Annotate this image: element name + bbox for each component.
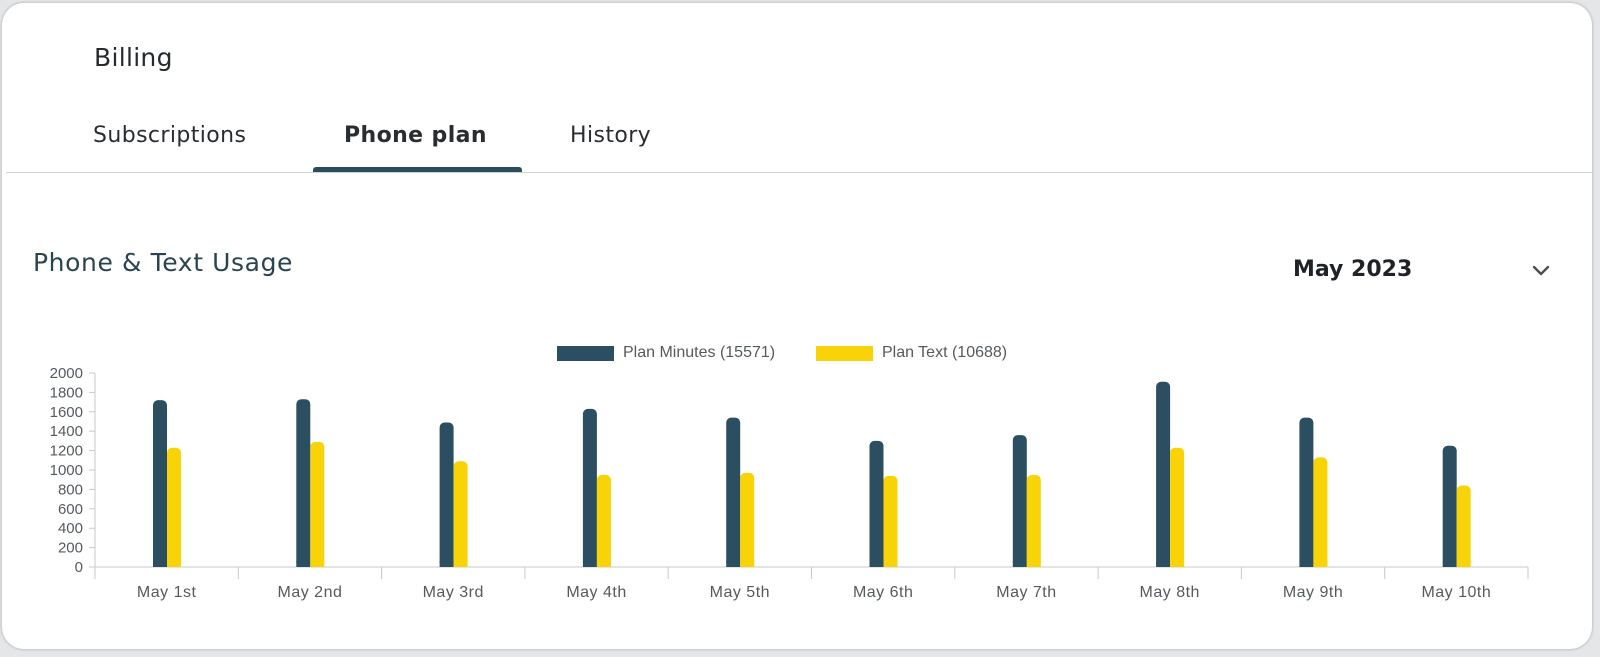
page-title: Billing [94, 43, 173, 72]
tab-bar: Subscriptions Phone plan History [2, 111, 1592, 173]
bar-plan-minutes-base [582, 561, 597, 567]
usage-section-title: Phone & Text Usage [33, 248, 294, 277]
bar-plan-text-base [740, 561, 755, 567]
bar-plan-text-base [1026, 561, 1041, 567]
y-tick-label: 0 [75, 559, 83, 576]
x-tick-label: May 7th [996, 584, 1056, 601]
bar-plan-text-base [596, 561, 611, 567]
bar-plan-minutes [1012, 435, 1027, 567]
bar-plan-text [596, 474, 611, 567]
active-tab-indicator [313, 167, 522, 172]
usage-bar-chart: 0 200 400 600 800 1000 1200 1400 1600 1800 2000 May… [50, 365, 1529, 601]
bar-plan-minutes-base [726, 561, 741, 567]
x-tick-label: May 5th [710, 584, 770, 601]
bar-plan-text-base [1313, 561, 1328, 567]
bar-plan-text-base [453, 561, 468, 567]
month-select-value: May 2023 [1293, 257, 1413, 282]
bar-plan-minutes [582, 408, 597, 567]
y-tick-label: 400 [58, 520, 83, 537]
bar-plan-minutes [869, 440, 884, 567]
y-tick-label: 1000 [50, 462, 83, 479]
bar-plan-minutes-base [1299, 561, 1314, 567]
bar-plan-minutes-base [1012, 561, 1027, 567]
tab-history[interactable]: History [570, 123, 652, 148]
legend-label-text: Plan Text (10688) [882, 344, 1008, 361]
bar-plan-minutes [726, 417, 741, 567]
bar-plan-text [1456, 485, 1471, 567]
x-tick-label: May 6th [853, 584, 913, 601]
x-tick-label: May 2nd [278, 584, 343, 601]
bar-plan-text [453, 461, 468, 567]
x-tick-label: May 4th [566, 584, 626, 601]
y-tick-label: 1600 [50, 404, 83, 421]
bar-plan-text [1170, 447, 1185, 567]
legend-swatch-minutes [557, 346, 614, 361]
y-tick-label: 1400 [50, 423, 83, 440]
bar-plan-text-base [167, 561, 181, 567]
bar-plan-minutes-base [1156, 561, 1171, 567]
bar-plan-minutes [296, 399, 311, 567]
bar-plan-text [1313, 457, 1328, 567]
bar-plan-text [740, 472, 755, 567]
y-tick-label: 800 [58, 481, 83, 498]
bar-plan-minutes [439, 422, 454, 567]
x-tick-label: May 1st [137, 584, 197, 601]
y-tick-label: 2000 [50, 365, 83, 382]
tab-subscriptions[interactable]: Subscriptions [93, 123, 247, 148]
bar-plan-minutes [1156, 381, 1171, 567]
x-tick-label: May 9th [1283, 584, 1343, 601]
bar-plan-text-base [1456, 561, 1471, 567]
bar-plan-text [310, 441, 325, 567]
bar-plan-minutes-base [1442, 561, 1457, 567]
bar-plan-minutes [1442, 445, 1457, 567]
y-tick-label: 600 [58, 501, 83, 518]
legend-label-minutes: Plan Minutes (15571) [623, 344, 776, 361]
bar-plan-text [883, 475, 898, 567]
bar-plan-text-base [1170, 561, 1185, 567]
legend-swatch-text [816, 346, 873, 361]
x-tick-label: May 10th [1421, 584, 1491, 601]
billing-card: Billing Subscriptions Phone plan History… [2, 3, 1592, 649]
month-select[interactable]: May 2023 [1290, 252, 1560, 292]
bar-plan-text [167, 447, 181, 567]
y-tick-label: 200 [58, 540, 83, 557]
bar-plan-minutes-base [869, 561, 884, 567]
y-tick-label: 1200 [50, 443, 83, 460]
x-tick-label: May 3rd [423, 584, 484, 601]
bar-plan-text-base [883, 561, 898, 567]
x-tick-label: May 8th [1140, 584, 1200, 601]
bar-plan-text-base [310, 561, 325, 567]
tab-phone-plan[interactable]: Phone plan [344, 123, 487, 148]
bar-plan-text [1026, 474, 1041, 567]
bar-plan-minutes-base [439, 561, 454, 567]
bar-plan-minutes-base [296, 561, 311, 567]
chevron-down-icon[interactable] [1530, 260, 1552, 282]
bar-plan-minutes [1299, 417, 1314, 567]
bar-plan-minutes-base [153, 561, 167, 567]
bar-plan-minutes [153, 400, 167, 567]
y-tick-label: 1800 [50, 384, 83, 401]
tabs-divider [6, 172, 1592, 173]
